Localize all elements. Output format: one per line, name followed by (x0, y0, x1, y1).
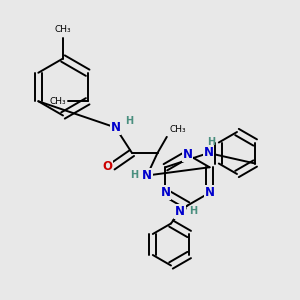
Text: N: N (110, 121, 121, 134)
Text: H: H (130, 170, 139, 181)
Text: H: H (125, 116, 133, 127)
Text: N: N (160, 186, 170, 199)
Text: N: N (142, 169, 152, 182)
Text: N: N (203, 146, 214, 160)
Text: CH₃: CH₃ (55, 25, 71, 34)
Text: CH₃: CH₃ (49, 97, 66, 106)
Text: O: O (102, 160, 112, 173)
Text: N: N (205, 186, 214, 199)
Text: H: H (207, 136, 216, 147)
Text: N: N (182, 148, 193, 161)
Text: N: N (175, 205, 185, 218)
Text: H: H (189, 206, 198, 217)
Text: CH₃: CH₃ (170, 125, 186, 134)
